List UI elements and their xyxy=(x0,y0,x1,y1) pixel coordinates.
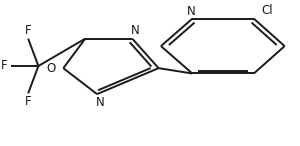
Text: F: F xyxy=(25,24,32,37)
Text: N: N xyxy=(131,24,140,37)
Text: O: O xyxy=(47,62,56,75)
Text: F: F xyxy=(25,95,32,108)
Text: F: F xyxy=(1,59,8,73)
Text: N: N xyxy=(187,5,196,18)
Text: N: N xyxy=(96,96,104,109)
Text: Cl: Cl xyxy=(261,4,273,17)
